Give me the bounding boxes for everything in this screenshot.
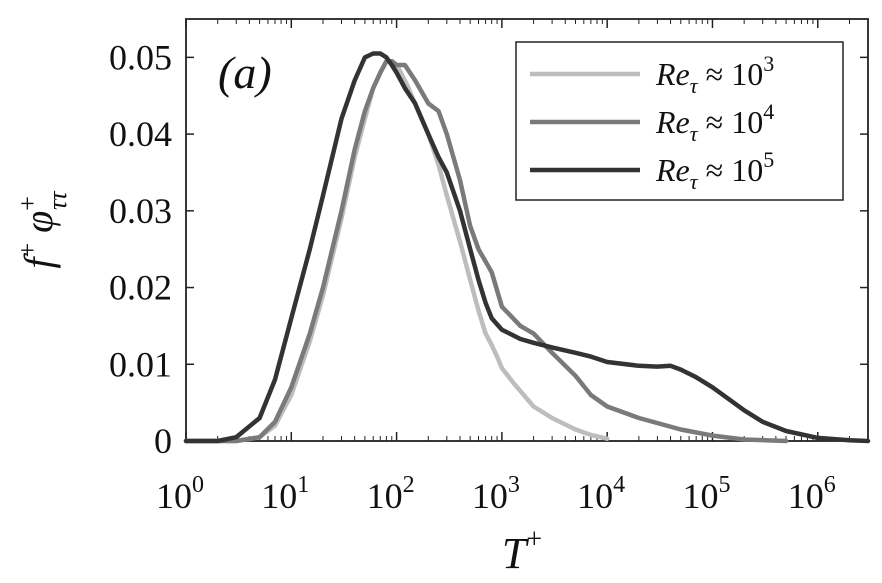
axes-frame (185, 18, 869, 442)
legend-label-2: Reτ ≈ 104 (655, 99, 774, 146)
y-tick-label: 0.01 (109, 344, 172, 384)
y-tick-label: 0.02 (109, 268, 172, 308)
x-tick-label: 102 (367, 472, 415, 516)
legend-label-3: Reτ ≈ 105 (655, 147, 774, 194)
x-axis-label: T+ (502, 524, 542, 578)
x-tick-label: 103 (472, 472, 520, 516)
legend-label-1: Reτ ≈ 103 (655, 51, 774, 98)
y-tick-label: 0.03 (109, 191, 172, 231)
panel-label: (a) (218, 47, 272, 98)
x-tick-label: 105 (682, 472, 730, 516)
y-tick-label: 0.05 (109, 37, 172, 77)
x-tick-labels: 100 101 102 103 104 105 106 (156, 472, 836, 516)
x-tick-label: 100 (156, 472, 204, 516)
x-tick-label: 106 (788, 472, 836, 516)
series-line-2 (183, 58, 789, 444)
x-tick-label: 104 (577, 472, 625, 516)
y-tick-labels: 0 0.01 0.02 0.03 0.04 0.05 (109, 37, 172, 461)
x-tick-label: 101 (261, 472, 309, 516)
series-layer (183, 51, 871, 444)
series-line-3 (183, 51, 871, 444)
y-tick-label: 0.04 (109, 114, 172, 154)
plot-area (183, 18, 871, 444)
y-tick-label: 0 (154, 421, 172, 461)
tick-marks (185, 19, 869, 442)
y-axis-label: f+ φ+ττ (13, 190, 72, 269)
